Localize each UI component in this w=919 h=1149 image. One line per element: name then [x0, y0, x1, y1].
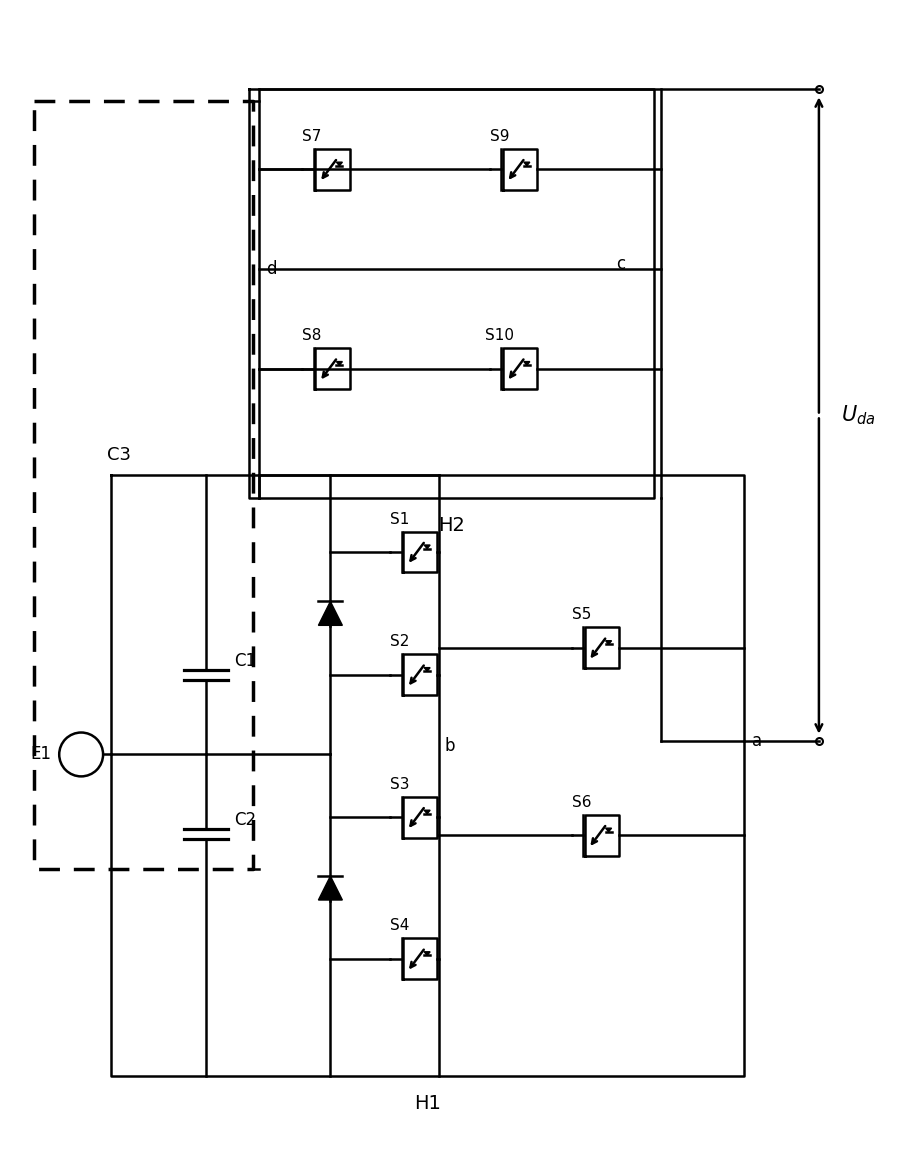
- Polygon shape: [425, 668, 430, 671]
- Polygon shape: [318, 601, 343, 625]
- Text: H2: H2: [438, 516, 465, 535]
- Text: S7: S7: [302, 129, 322, 144]
- Text: $U_{da}$: $U_{da}$: [841, 403, 876, 427]
- Polygon shape: [524, 362, 530, 365]
- Text: S2: S2: [391, 634, 410, 649]
- Text: S4: S4: [391, 918, 410, 933]
- Polygon shape: [336, 162, 343, 165]
- Text: C2: C2: [233, 811, 255, 830]
- Text: S5: S5: [572, 608, 591, 623]
- Text: S10: S10: [485, 329, 514, 344]
- Text: b: b: [445, 737, 455, 755]
- Text: H1: H1: [414, 1095, 441, 1113]
- Text: S3: S3: [391, 777, 410, 792]
- Polygon shape: [425, 545, 430, 548]
- Polygon shape: [606, 828, 611, 832]
- Polygon shape: [524, 162, 530, 165]
- Text: c: c: [617, 255, 626, 273]
- Polygon shape: [425, 951, 430, 955]
- Text: E1: E1: [30, 746, 51, 763]
- Text: d: d: [267, 260, 278, 278]
- Text: C1: C1: [233, 651, 255, 670]
- Text: S6: S6: [572, 795, 591, 810]
- Text: a: a: [752, 733, 762, 750]
- Polygon shape: [425, 810, 430, 813]
- Text: S9: S9: [490, 129, 509, 144]
- Polygon shape: [606, 641, 611, 645]
- Text: C3: C3: [107, 446, 131, 464]
- Text: S8: S8: [302, 329, 322, 344]
- Text: S1: S1: [391, 511, 410, 526]
- Polygon shape: [318, 876, 343, 900]
- Polygon shape: [336, 362, 343, 365]
